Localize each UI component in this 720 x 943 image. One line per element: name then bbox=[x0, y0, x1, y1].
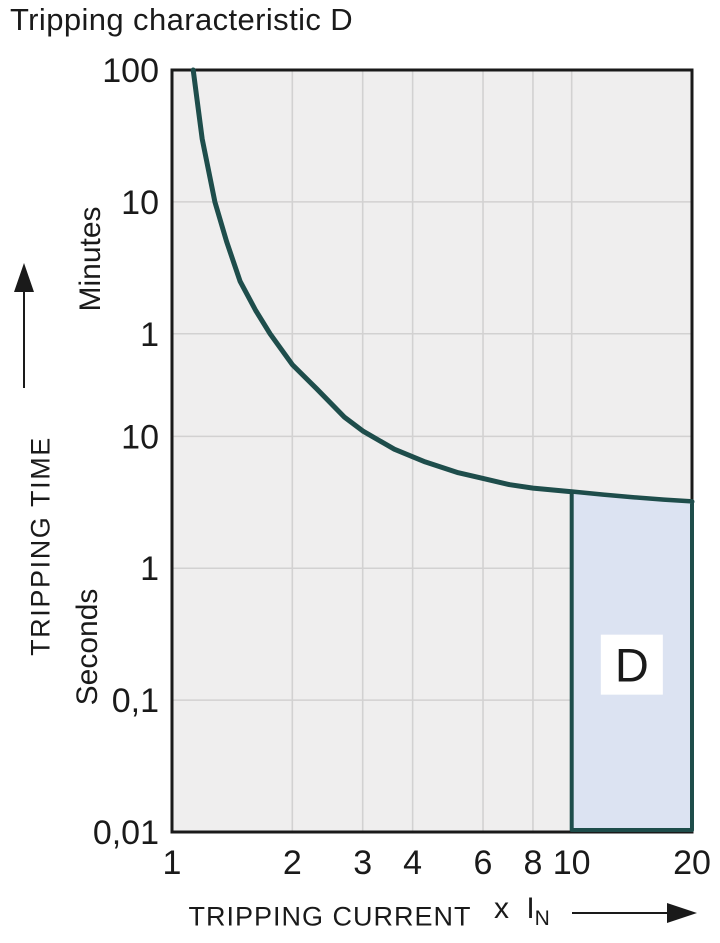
y-tick-label: 10 bbox=[121, 184, 159, 222]
x-tick-label: 20 bbox=[673, 844, 711, 882]
x-tick-label: 4 bbox=[403, 844, 422, 882]
y-axis-unit-minutes: Minutes bbox=[74, 206, 107, 312]
x-axis-unit-symbol: x I bbox=[494, 892, 535, 925]
x-axis-title: TRIPPING CURRENT bbox=[188, 901, 472, 932]
x-tick-label: 10 bbox=[553, 844, 591, 882]
right-arrow-icon bbox=[572, 903, 697, 923]
x-tick-label: 6 bbox=[474, 844, 493, 882]
y-axis-title: TRIPPING TIME bbox=[25, 436, 56, 656]
y-tick-label: 1 bbox=[140, 550, 159, 588]
up-arrow-icon bbox=[14, 263, 34, 388]
x-tick-label: 3 bbox=[353, 844, 372, 882]
region-label-box bbox=[600, 634, 663, 695]
x-tick-label: 8 bbox=[523, 844, 542, 882]
y-tick-label: 100 bbox=[102, 52, 159, 90]
y-tick-label: 1 bbox=[140, 316, 159, 354]
plot-border bbox=[170, 68, 694, 834]
region-label: D bbox=[615, 639, 649, 692]
x-axis-unit: x IN bbox=[494, 892, 550, 931]
y-tick-label: 0,1 bbox=[112, 682, 159, 720]
page-title: Tripping characteristic D bbox=[10, 2, 354, 37]
x-tick-label: 1 bbox=[163, 844, 182, 882]
y-tick-label: 0,01 bbox=[93, 814, 159, 852]
x-tick-label: 2 bbox=[283, 844, 302, 882]
x-axis-unit-subscript: N bbox=[534, 907, 550, 930]
y-tick-label: 10 bbox=[121, 418, 159, 456]
y-axis-unit-seconds: Seconds bbox=[71, 588, 104, 706]
